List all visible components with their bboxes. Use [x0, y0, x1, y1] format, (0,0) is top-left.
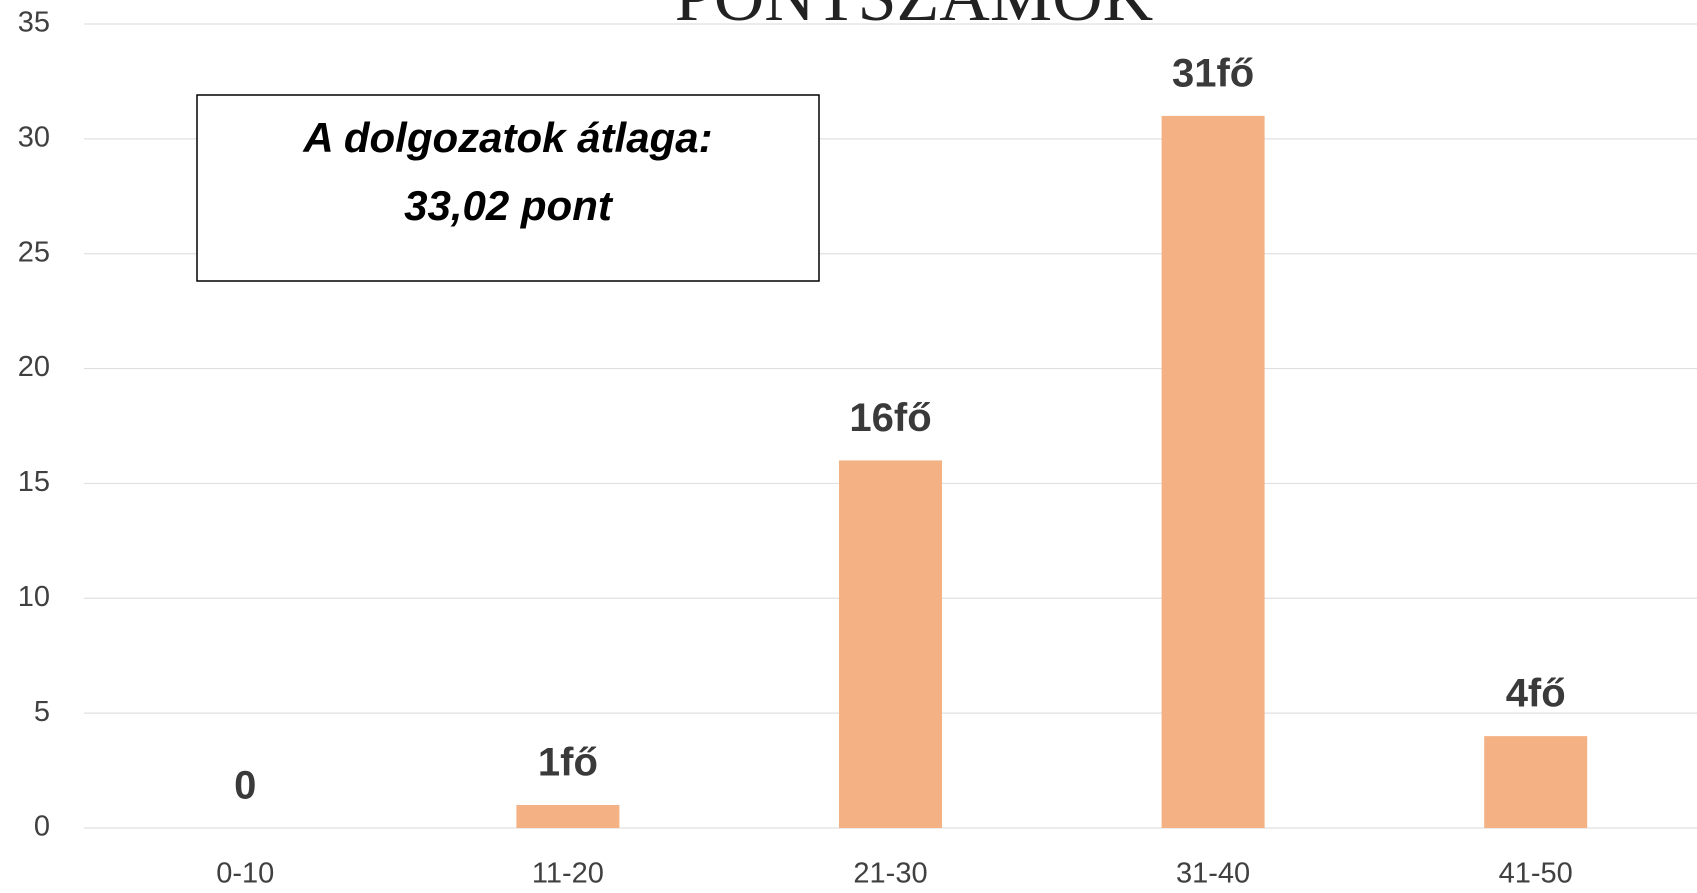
data-label: 1fő	[538, 741, 598, 785]
x-tick-label: 31-40	[1176, 858, 1250, 890]
x-tick-label: 11-20	[532, 858, 604, 890]
y-tick-label: 30	[18, 122, 50, 154]
bar	[1161, 115, 1265, 828]
bar	[516, 805, 620, 828]
plot-area: 0 5 10 15 20 25 30 35 0-10 0 11-20 1fő 21-30 16fő 31-4…	[18, 7, 1697, 890]
annotation-box	[196, 94, 820, 282]
y-tick-label: 0	[34, 811, 50, 843]
x-tick-label: 41-50	[1499, 858, 1573, 890]
bar	[1484, 736, 1588, 828]
data-label: 4fő	[1506, 672, 1566, 716]
bar	[839, 460, 942, 828]
annotation-line: 33,02 pont	[404, 182, 614, 229]
y-tick-label: 15	[18, 466, 50, 498]
annotation-line: A dolgozatok átlaga:	[302, 114, 712, 161]
y-tick-label: 5	[34, 696, 50, 728]
data-label: 16fő	[849, 396, 931, 440]
chart-title: PONTSZÁMOK	[675, 0, 1153, 36]
x-tick-label: 21-30	[853, 858, 927, 890]
data-label: 31fő	[1172, 51, 1254, 95]
y-tick-label: 10	[18, 581, 50, 613]
y-tick-label: 20	[18, 351, 50, 383]
x-tick-label: 0-10	[216, 858, 274, 890]
y-tick-label: 35	[18, 7, 50, 39]
y-tick-label: 25	[18, 236, 50, 268]
data-label: 0	[234, 764, 256, 808]
